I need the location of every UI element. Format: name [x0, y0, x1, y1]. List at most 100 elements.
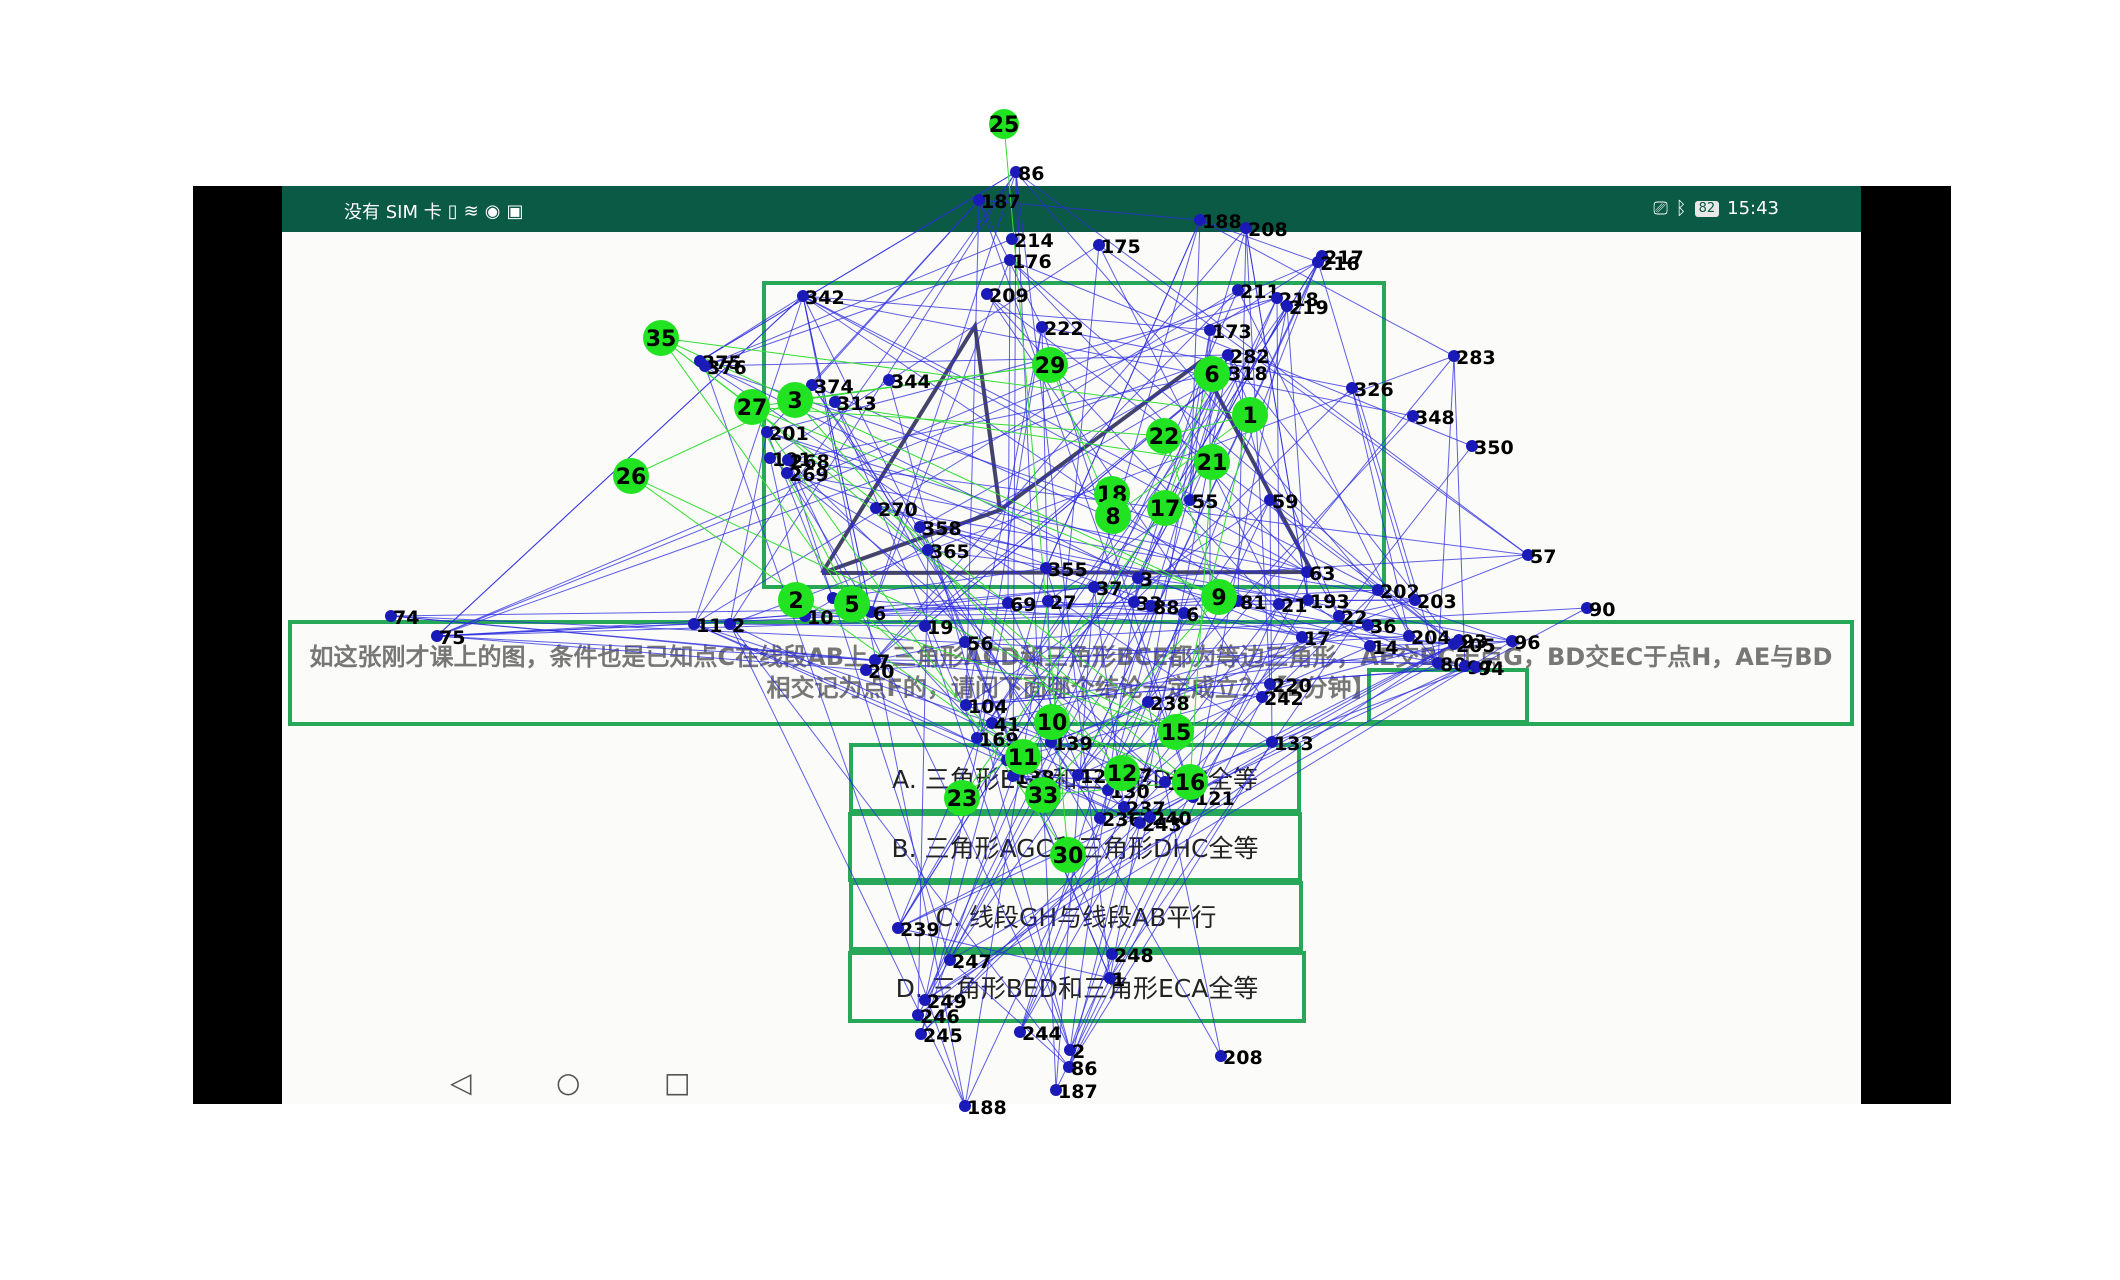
- graph-edge: [1077, 415, 1414, 776]
- graph-edge: [769, 244, 1100, 459]
- graph-edge: [1137, 305, 1288, 579]
- graph-node-highlight-label: 25: [989, 113, 1020, 138]
- notification-icon: ◉: [484, 200, 501, 222]
- graph-edge: [1338, 445, 1473, 617]
- graph-edge-highlight: [794, 399, 1123, 774]
- graph-edge: [1068, 612, 1185, 1068]
- graph-node-highlight-label: 5: [844, 593, 859, 618]
- graph-edge: [897, 261, 1319, 929]
- graph-node: [1145, 600, 1157, 612]
- graph-node-highlight-label: 29: [1035, 354, 1066, 379]
- graph-edge: [874, 227, 1247, 661]
- graph-node: [385, 610, 397, 622]
- graph-edge: [1009, 259, 1473, 447]
- graph-node-label: 216: [1320, 253, 1360, 275]
- graph-edge: [1192, 599, 1309, 798]
- graph-edge: [1015, 171, 1439, 664]
- graph-node-label: 27: [1050, 592, 1076, 614]
- graph-edge: [1133, 387, 1353, 603]
- graph-edge: [920, 567, 1047, 1035]
- graph-node-label: 2: [1072, 1041, 1085, 1063]
- graph-node: [1240, 222, 1252, 234]
- battery-icon: 82: [1694, 200, 1720, 217]
- graph-node-label: 17: [1304, 628, 1330, 650]
- graph-edge: [965, 326, 1043, 706]
- graph-node-label: 247: [952, 951, 992, 973]
- graph-node-highlight-label: 9: [1211, 586, 1226, 611]
- graph-node: [912, 1009, 924, 1021]
- graph-edge: [1050, 354, 1229, 743]
- graph-edge: [1286, 305, 1309, 601]
- graph-node-label: 219: [1289, 297, 1329, 319]
- graph-edge: [390, 615, 1466, 667]
- graph-edge: [802, 295, 1379, 591]
- graph-edge-highlight: [660, 337, 853, 605]
- graph-node-label: 2: [732, 615, 745, 637]
- graph-edge: [786, 472, 1009, 604]
- graph-edge-highlight: [794, 399, 1213, 463]
- graph-edge: [874, 641, 966, 661]
- graph-edge: [917, 796, 1194, 1016]
- graph-node-label: 326: [1354, 379, 1394, 401]
- graph-node: [1256, 691, 1268, 703]
- graph-node-label: 355: [1048, 559, 1088, 581]
- graph-edge: [704, 365, 1273, 743]
- graph-edge: [1164, 666, 1477, 783]
- graph-node: [944, 954, 956, 966]
- graph-node: [1346, 382, 1358, 394]
- graph-edge: [1338, 599, 1416, 617]
- graph-edges: [390, 123, 1588, 1107]
- graph-node: [699, 360, 711, 372]
- graph-node: [1144, 811, 1156, 823]
- graph-edge: [704, 259, 1011, 367]
- graph-node-label: 139: [1053, 733, 1093, 755]
- graph-node-label: 7: [877, 651, 890, 673]
- graph-edge: [729, 171, 1017, 625]
- graph-node: [1194, 214, 1206, 226]
- graph-node-label: 217: [1324, 247, 1364, 269]
- graph-edge: [729, 623, 966, 1107]
- graph-node: [860, 664, 872, 676]
- graph-edge: [965, 666, 1477, 706]
- graph-edge: [1269, 499, 1273, 743]
- graph-node-label: 175: [1101, 236, 1141, 258]
- graph-edge: [870, 611, 1008, 761]
- wifi-icon: ≋: [463, 200, 479, 222]
- graph-node-highlight: [778, 582, 814, 618]
- graph-edge: [436, 635, 876, 661]
- graph-node-label: 57: [1530, 546, 1556, 568]
- graph-node-highlight: [1034, 704, 1070, 740]
- graph-node-highlight-label: 21: [1197, 451, 1228, 476]
- graph-edge: [693, 171, 1017, 625]
- graph-edge: [1012, 775, 1166, 783]
- graph-edge: [865, 669, 1079, 776]
- graph-node-label: 376: [707, 357, 747, 379]
- graph-edge: [1099, 354, 1229, 819]
- graph-node: [1264, 678, 1276, 690]
- graph-node-highlight: [734, 389, 770, 425]
- graph-node-label: 21: [1281, 595, 1307, 617]
- nav-home-button[interactable]: ○: [556, 1066, 581, 1099]
- graph-node: [1312, 256, 1324, 268]
- graph-node-label: 121: [1195, 788, 1235, 810]
- graph-edge-highlight: [751, 406, 1191, 783]
- graph-edge: [920, 636, 1303, 1035]
- graph-node: [1128, 596, 1140, 608]
- graph-node-label: 93: [1461, 631, 1487, 653]
- graph-node-label: 169: [979, 729, 1019, 751]
- graph-edge: [1099, 615, 1340, 819]
- carrier-text: 没有 SIM 卡: [344, 202, 442, 223]
- graph-edge: [1351, 387, 1416, 601]
- graph-node-highlight: [989, 109, 1019, 139]
- graph-edge: [729, 623, 1070, 1068]
- graph-edge: [874, 289, 1239, 661]
- nav-recents-button[interactable]: □: [664, 1066, 691, 1099]
- graph-node-label: 176: [1012, 251, 1052, 273]
- graph-node: [1448, 350, 1460, 362]
- graph-node: [981, 288, 993, 300]
- nav-back-button[interactable]: ◁: [450, 1066, 472, 1099]
- graph-node: [1132, 572, 1144, 584]
- graph-node-highlight-label: 27: [737, 396, 768, 421]
- graph-node-label: 10: [807, 607, 833, 629]
